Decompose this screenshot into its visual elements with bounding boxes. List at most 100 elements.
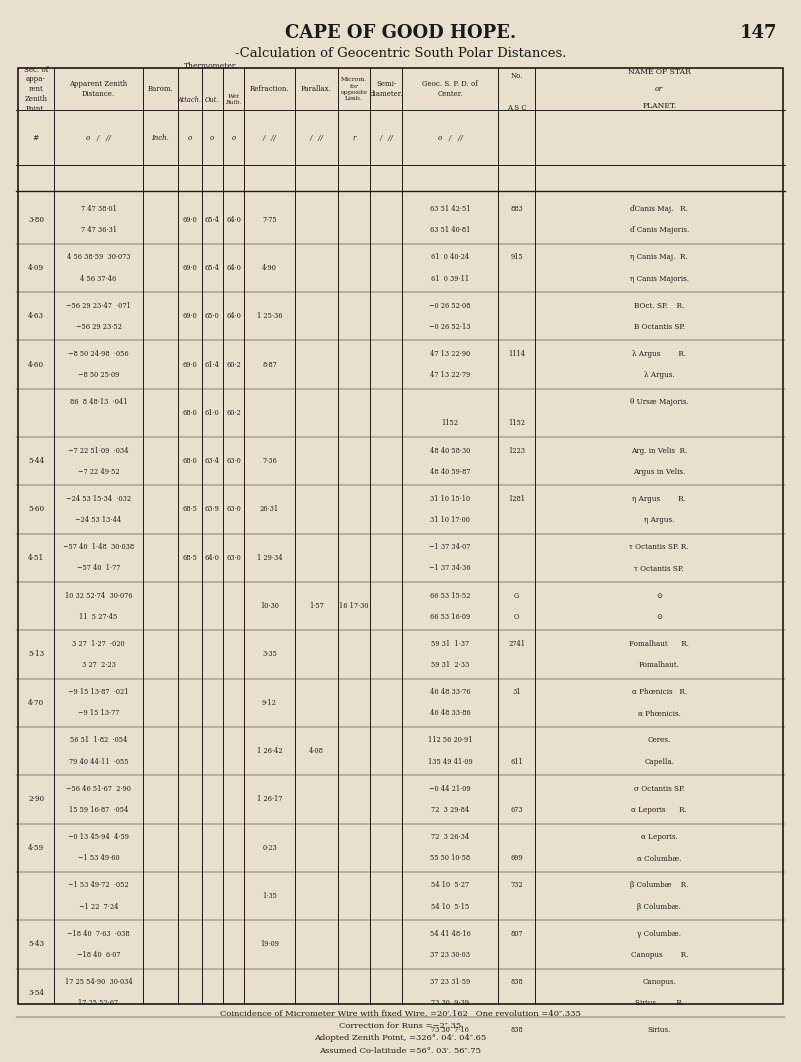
Text: 54 41 48·16: 54 41 48·16 (430, 929, 470, 938)
Text: Microm.
for
opposite
Limb.: Microm. for opposite Limb. (340, 78, 368, 101)
Text: Attach.: Attach. (178, 96, 202, 104)
Text: η Canis Maj.  R.: η Canis Maj. R. (630, 253, 688, 261)
Text: −57 40  1·77: −57 40 1·77 (77, 564, 120, 572)
Text: 56 51  1·82  ·054: 56 51 1·82 ·054 (70, 736, 127, 744)
Text: −0 44 21·09: −0 44 21·09 (429, 785, 471, 793)
Text: −1 53 49·60: −1 53 49·60 (78, 854, 119, 862)
Text: Fomalhaut.: Fomalhaut. (638, 661, 680, 669)
Text: −8 50 24·98  ·056: −8 50 24·98 ·056 (68, 349, 129, 358)
Text: ď Canis Majoris.: ď Canis Majoris. (630, 226, 689, 235)
Text: 61·0: 61·0 (205, 409, 219, 417)
Text: 60·2: 60·2 (226, 360, 241, 369)
Text: 1114: 1114 (508, 349, 525, 358)
Text: Refraction.: Refraction. (250, 85, 289, 93)
Text: 673: 673 (510, 806, 523, 815)
Text: 86  8 48·13  ·041: 86 8 48·13 ·041 (70, 398, 127, 407)
Text: 69·0: 69·0 (183, 312, 197, 321)
Text: 46 48 33·86: 46 48 33·86 (430, 709, 470, 718)
Text: Assumed Co-latitude =56°. 03′. 56″.75: Assumed Co-latitude =56°. 03′. 56″.75 (320, 1047, 481, 1056)
Text: θ Ursæ Majoris.: θ Ursæ Majoris. (630, 398, 689, 407)
Text: 10 32 52·74  30·076: 10 32 52·74 30·076 (65, 592, 132, 600)
Text: 15 59 16·87  ·054: 15 59 16·87 ·054 (69, 806, 128, 815)
Text: Sirius         R.: Sirius R. (634, 999, 684, 1008)
Text: −1 37 34·07: −1 37 34·07 (429, 543, 471, 551)
Text: Argus in Velis.: Argus in Velis. (633, 467, 686, 476)
Text: α Columbæ.: α Columbæ. (637, 854, 682, 862)
Text: Semi-
diameter.: Semi- diameter. (369, 81, 403, 98)
Text: 4 56 37·46: 4 56 37·46 (80, 274, 117, 282)
Text: 68·0: 68·0 (183, 409, 197, 417)
Text: PLANET.: PLANET. (642, 102, 676, 110)
Text: 31: 31 (513, 688, 521, 697)
Text: r: r (352, 134, 356, 141)
Text: −1 53 49·72  ·052: −1 53 49·72 ·052 (68, 881, 129, 890)
Text: η Argus.: η Argus. (644, 516, 674, 525)
Text: 3 27  1·27  ·020: 3 27 1·27 ·020 (72, 639, 125, 648)
Text: 7 47 38·01: 7 47 38·01 (81, 205, 116, 213)
Text: Apparent Zenith
Distance.: Apparent Zenith Distance. (70, 81, 127, 98)
Text: o   /   //: o / // (437, 134, 463, 141)
Text: 1152: 1152 (508, 419, 525, 428)
Text: −9 15 13·87  ·021: −9 15 13·87 ·021 (68, 688, 129, 697)
Text: 1281: 1281 (508, 495, 525, 503)
Text: 47 13 22·79: 47 13 22·79 (430, 371, 470, 379)
Text: 17 25 54·90  30·034: 17 25 54·90 30·034 (65, 978, 132, 987)
Text: 5·44: 5·44 (28, 457, 44, 465)
Text: 69·0: 69·0 (183, 263, 197, 272)
Text: −56 29 23·52: −56 29 23·52 (75, 323, 122, 331)
Text: 915: 915 (510, 253, 523, 261)
Text: −8 50 25·09: −8 50 25·09 (78, 371, 119, 379)
Text: 7 47 36·31: 7 47 36·31 (81, 226, 116, 235)
Text: 4·08: 4·08 (309, 747, 324, 755)
Text: 60·2: 60·2 (226, 409, 241, 417)
Text: −24 53 15·34  ·032: −24 53 15·34 ·032 (66, 495, 131, 503)
Text: Thermometer.: Thermometer. (184, 62, 238, 70)
Text: 4·63: 4·63 (28, 312, 44, 321)
Text: 63·9: 63·9 (205, 506, 219, 514)
Text: Ceres.: Ceres. (647, 736, 671, 744)
Text: CAPE OF GOOD HOPE.: CAPE OF GOOD HOPE. (285, 24, 516, 42)
Text: 63·0: 63·0 (226, 553, 241, 562)
Text: ⊙: ⊙ (656, 613, 662, 621)
Text: 64·0: 64·0 (226, 312, 241, 321)
Text: ‐Calculation of Geocentric South Polar Distances.: ‐Calculation of Geocentric South Polar D… (235, 47, 566, 59)
Text: 16 17·30: 16 17·30 (340, 602, 368, 611)
Text: 8·87: 8·87 (262, 360, 277, 369)
Text: 72  3 26·34: 72 3 26·34 (431, 833, 469, 841)
Text: −18 40  6·07: −18 40 6·07 (77, 950, 120, 959)
Bar (18, 68, 783, 1004)
Text: 64·0: 64·0 (226, 263, 241, 272)
Text: 807: 807 (510, 929, 523, 938)
Text: 112 56 20·91: 112 56 20·91 (428, 736, 473, 744)
Text: Sec. of
appa-
rent
Zenith
Point.: Sec. of appa- rent Zenith Point. (24, 66, 48, 113)
Text: 63 51 40·81: 63 51 40·81 (430, 226, 470, 235)
Text: 63·0: 63·0 (226, 457, 241, 465)
Text: /   //: / // (309, 134, 324, 141)
Text: 55 50 10·58: 55 50 10·58 (430, 854, 470, 862)
Text: 19·09: 19·09 (260, 940, 279, 948)
Text: 4·70: 4·70 (28, 699, 44, 707)
Text: −7 22 49·52: −7 22 49·52 (78, 467, 119, 476)
Text: Wet
Bulb.: Wet Bulb. (225, 95, 242, 105)
Text: 883: 883 (510, 205, 523, 213)
Text: 46 48 33·76: 46 48 33·76 (430, 688, 470, 697)
Text: γ Columbæ.: γ Columbæ. (638, 929, 681, 938)
Text: 1·35: 1·35 (262, 892, 277, 901)
Text: 1 29·34: 1 29·34 (257, 553, 282, 562)
Text: o: o (231, 134, 235, 141)
Text: 59 31  1·37: 59 31 1·37 (431, 639, 469, 648)
Text: 1 25·36: 1 25·36 (257, 312, 282, 321)
Text: BOct. SP.    R.: BOct. SP. R. (634, 302, 684, 310)
Text: Fomalhaut      R.: Fomalhaut R. (630, 639, 689, 648)
Text: Barom.: Barom. (147, 85, 173, 93)
Text: λ Argus        R.: λ Argus R. (632, 349, 686, 358)
Text: 37 23 30·03: 37 23 30·03 (430, 950, 470, 959)
Text: −24 53 13·44: −24 53 13·44 (75, 516, 122, 525)
Text: −0 26 52·13: −0 26 52·13 (429, 323, 471, 331)
Text: 838: 838 (510, 978, 523, 987)
Text: 65·0: 65·0 (205, 312, 219, 321)
Text: 3·54: 3·54 (28, 989, 44, 997)
Text: 9·12: 9·12 (262, 699, 277, 707)
Text: Arg. in Velis  R.: Arg. in Velis R. (631, 446, 687, 455)
Text: A S C: A S C (507, 104, 526, 113)
